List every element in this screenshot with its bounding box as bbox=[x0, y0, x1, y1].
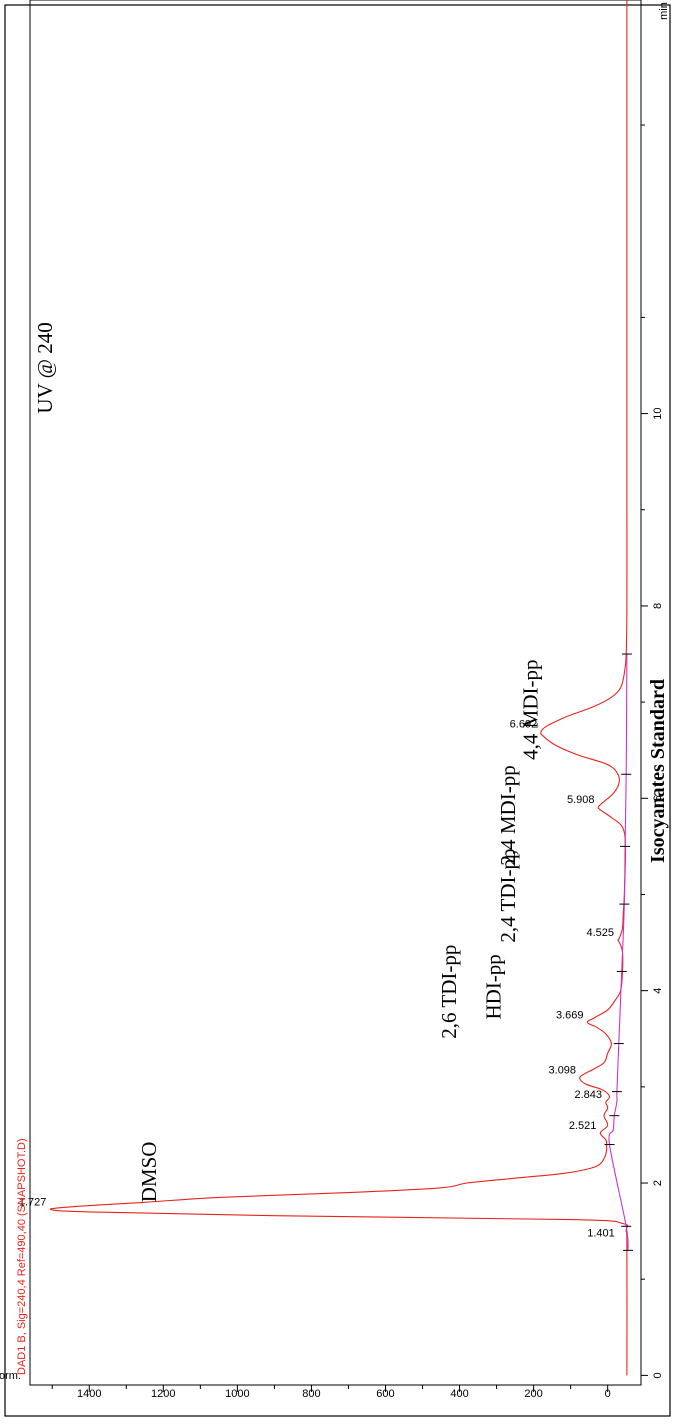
x-tick-label: 0 bbox=[652, 1372, 664, 1378]
peak-annotation: 4,4 MDI-pp bbox=[518, 659, 542, 759]
peak-annotation: DMSO bbox=[137, 1142, 161, 1203]
y-tick-label: 1000 bbox=[225, 1388, 249, 1400]
peak-label: 4.525 bbox=[587, 927, 615, 939]
x-tick-label: 4 bbox=[652, 988, 664, 994]
plot-frame bbox=[29, 0, 642, 1386]
baseline-trace bbox=[608, 653, 629, 1251]
x-tick-label: 8 bbox=[652, 603, 664, 609]
y-tick-label: 200 bbox=[524, 1388, 542, 1400]
outer-frame bbox=[4, 4, 671, 1417]
peak-annotation: 2,4 TDI-pp bbox=[496, 848, 520, 942]
peak-label: 5.908 bbox=[567, 794, 595, 806]
peak-annotation: 2,6 TDI-pp bbox=[437, 945, 461, 1039]
bottom-caption: Isocyanates Standard bbox=[647, 679, 669, 863]
y-axis-label: Norm. bbox=[0, 1370, 21, 1382]
chart-title: DAD1 B, Sig=240,4 Ref=490,40 (SNAPSHOT.D… bbox=[16, 1138, 28, 1375]
peak-label: 6.692 bbox=[510, 719, 538, 731]
y-tick-label: 600 bbox=[376, 1388, 394, 1400]
peak-annotation: 2,4 MDI-pp bbox=[496, 765, 520, 865]
x-axis-label: min bbox=[658, 2, 670, 20]
y-tick-label: 800 bbox=[302, 1388, 320, 1400]
peak-label: 3.669 bbox=[556, 1009, 584, 1021]
peak-annotation: HDI-pp bbox=[481, 954, 505, 1019]
peak-label: 1.727 bbox=[19, 1196, 47, 1208]
peak-label: 2.843 bbox=[574, 1089, 602, 1101]
x-tick-label: 6 bbox=[652, 795, 664, 801]
y-tick-label: 400 bbox=[450, 1388, 468, 1400]
y-tick-label: 1400 bbox=[77, 1388, 101, 1400]
y-tick-label: 1200 bbox=[151, 1388, 175, 1400]
peak-annotation: UV @ 240 bbox=[33, 322, 57, 413]
y-tick-label: 0 bbox=[605, 1388, 611, 1400]
signal-trace bbox=[49, 0, 629, 1376]
peak-label: 2.521 bbox=[569, 1120, 597, 1132]
x-tick-label: 2 bbox=[652, 1180, 664, 1186]
peak-label: 3.098 bbox=[549, 1064, 577, 1076]
x-tick-label: 10 bbox=[652, 407, 664, 419]
peak-label: 1.401 bbox=[587, 1228, 615, 1240]
